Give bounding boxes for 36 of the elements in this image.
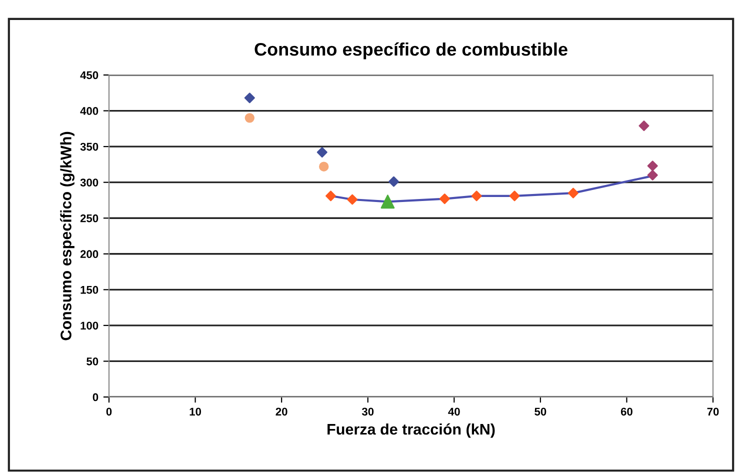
chart-title: Consumo específico de combustible (254, 42, 568, 60)
x-tick-label: 30 (362, 408, 374, 416)
point (647, 160, 658, 172)
x-tick-label: 10 (190, 408, 202, 416)
x-axis-title: Fuerza de tracción (kN) (328, 423, 495, 438)
y-tick-label: 100 (80, 322, 98, 330)
y-tick-label: 150 (80, 286, 98, 294)
point (318, 162, 329, 172)
point (647, 170, 658, 180)
point (439, 194, 450, 204)
x-tick-label: 40 (448, 408, 460, 416)
x-tick-label: 20 (276, 408, 288, 416)
point (325, 190, 336, 202)
y-tick-label: 300 (80, 178, 98, 186)
y-tick-label: 400 (80, 107, 98, 115)
y-tick-label: 0 (92, 393, 98, 402)
point (380, 194, 395, 209)
point (244, 92, 255, 104)
x-tick-label: 0 (106, 408, 112, 416)
x-tick-label: 50 (534, 408, 546, 416)
y-tick-label: 250 (80, 214, 98, 222)
point (471, 190, 482, 202)
x-tick-label: 70 (707, 408, 719, 416)
x-tick-label: 60 (620, 408, 632, 416)
point (509, 190, 520, 202)
point (568, 188, 578, 198)
y-tick-label: 350 (80, 142, 98, 151)
point (316, 147, 328, 158)
y-tick-label: 450 (80, 71, 98, 80)
point (347, 194, 358, 205)
point (388, 176, 399, 187)
y-tick-label: 200 (80, 250, 98, 258)
point (638, 120, 650, 132)
y-axis-title: Consumo específico (g/kWh) (60, 132, 74, 340)
point (244, 113, 255, 123)
y-tick-label: 50 (86, 357, 98, 366)
